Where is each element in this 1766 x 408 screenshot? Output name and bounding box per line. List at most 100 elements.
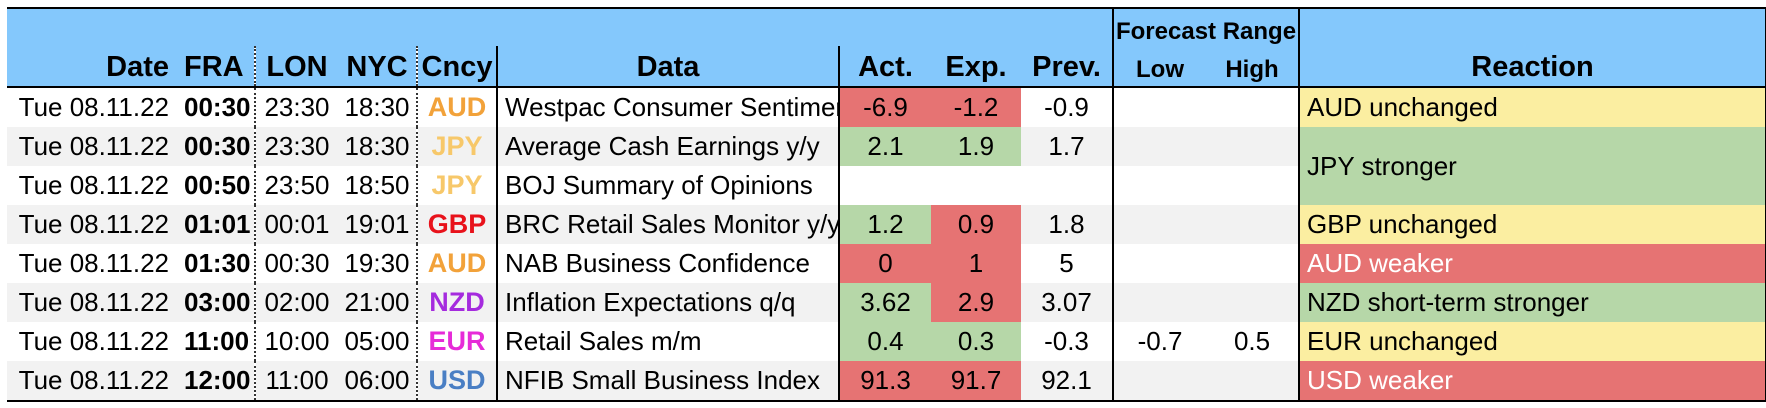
header-date[interactable]: Date — [7, 46, 177, 88]
cell-fra[interactable]: 00:30 — [184, 92, 251, 122]
cell-currency[interactable]: GBP — [416, 205, 497, 244]
cell-previous[interactable]: 92.1 — [1021, 361, 1114, 402]
cell-fra[interactable]: 00:50 — [184, 170, 251, 200]
header-fra[interactable]: FRA — [177, 46, 255, 88]
cell-high[interactable] — [1206, 205, 1300, 244]
cell-actual[interactable]: 1.2 — [838, 205, 931, 244]
cell-high[interactable] — [1206, 87, 1299, 127]
cell-previous[interactable] — [1021, 166, 1113, 205]
cell-low[interactable] — [1112, 244, 1207, 283]
cell-date[interactable]: Tue 08.11.22 — [7, 361, 177, 402]
cell-actual[interactable]: 0 — [838, 244, 931, 283]
cell-currency[interactable]: EUR — [416, 322, 497, 361]
cell-high[interactable] — [1206, 244, 1299, 283]
cell-date[interactable]: Tue 08.11.22 — [18, 170, 169, 200]
cell-low[interactable]: -0.7 — [1112, 322, 1207, 361]
cell-currency[interactable]: AUD — [416, 87, 497, 127]
cell-lon[interactable]: 23:30 — [254, 127, 338, 166]
cell-fra[interactable]: 01:01 — [177, 205, 255, 244]
header-prev[interactable]: Prev. — [1021, 46, 1114, 88]
cell-lon[interactable]: 11:00 — [254, 361, 338, 402]
cell-fra[interactable]: 00:30 — [177, 127, 255, 166]
cell-data[interactable]: Westpac Consumer Sentiment — [496, 87, 839, 127]
cell-date[interactable]: Tue 08.11.22 — [18, 326, 169, 356]
cell-nyc[interactable]: 19:30 — [344, 248, 410, 278]
cell-actual[interactable]: 0.4 — [838, 322, 931, 361]
cell-nyc[interactable]: 19:01 — [338, 205, 417, 244]
cell-low[interactable] — [1112, 205, 1207, 244]
cell-lon[interactable]: 10:00 — [254, 322, 338, 361]
cell-low[interactable] — [1112, 283, 1207, 322]
cell-high[interactable]: 0.5 — [1233, 326, 1271, 356]
header-lon[interactable]: LON — [254, 46, 338, 88]
cell-expected[interactable]: -1.2 — [931, 87, 1021, 127]
cell-expected[interactable]: 2.9 — [931, 283, 1021, 322]
cell-expected[interactable]: 0.3 — [931, 322, 1021, 361]
cell-nyc[interactable]: 18:30 — [338, 127, 417, 166]
cell-high[interactable] — [1206, 166, 1299, 205]
cell-high[interactable] — [1206, 361, 1300, 402]
cell-nyc[interactable]: 06:00 — [338, 361, 417, 402]
header-reaction[interactable]: Reaction — [1298, 46, 1766, 88]
cell-previous[interactable]: 3.07 — [1021, 283, 1114, 322]
cell-previous[interactable]: -0.3 — [1044, 326, 1089, 356]
cell-date[interactable]: Tue 08.11.22 — [7, 127, 177, 166]
header-nyc[interactable]: NYC — [338, 46, 417, 88]
cell-data[interactable]: NAB Business Confidence — [496, 244, 839, 283]
cell-currency[interactable]: AUD — [416, 244, 497, 283]
cell-actual[interactable]: 91.3 — [838, 361, 931, 402]
cell-low[interactable] — [1112, 127, 1207, 166]
cell-data[interactable]: Inflation Expectations q/q — [496, 283, 839, 322]
header-exp[interactable]: Exp. — [931, 46, 1021, 88]
cell-fra[interactable]: 11:00 — [184, 326, 250, 356]
cell-reaction[interactable]: NZD short-term stronger — [1298, 283, 1766, 322]
cell-fra[interactable]: 01:30 — [184, 248, 251, 278]
cell-date[interactable]: Tue 08.11.22 — [7, 283, 177, 322]
header-low[interactable]: Low — [1112, 46, 1207, 88]
cell-low[interactable] — [1112, 87, 1207, 127]
cell-date[interactable]: Tue 08.11.22 — [18, 248, 169, 278]
cell-currency[interactable]: JPY — [416, 166, 497, 205]
cell-currency[interactable]: USD — [416, 361, 497, 402]
cell-expected[interactable]: 0.9 — [931, 205, 1021, 244]
cell-high[interactable] — [1206, 127, 1300, 166]
cell-date[interactable]: Tue 08.11.22 — [18, 92, 169, 122]
cell-previous[interactable]: -0.9 — [1044, 92, 1089, 122]
cell-reaction[interactable]: AUD unchanged — [1298, 87, 1766, 127]
cell-lon[interactable]: 02:00 — [254, 283, 338, 322]
cell-low[interactable] — [1112, 361, 1207, 402]
cell-data[interactable]: NFIB Small Business Index — [496, 361, 839, 402]
cell-previous[interactable]: 1.8 — [1021, 205, 1114, 244]
cell-expected[interactable]: 91.7 — [931, 361, 1021, 402]
cell-low[interactable] — [1112, 166, 1207, 205]
cell-reaction[interactable]: USD weaker — [1298, 361, 1766, 402]
cell-reaction[interactable]: GBP unchanged — [1298, 205, 1766, 244]
cell-data[interactable]: BOJ Summary of Opinions — [496, 166, 839, 205]
cell-currency[interactable]: JPY — [416, 127, 497, 166]
cell-high[interactable] — [1206, 283, 1300, 322]
header-data[interactable]: Data — [496, 46, 839, 88]
cell-currency[interactable]: NZD — [416, 283, 497, 322]
cell-expected[interactable] — [931, 166, 1021, 205]
cell-previous[interactable]: 5 — [1059, 248, 1074, 278]
forecast-range-header[interactable]: Forecast Range — [1112, 7, 1300, 46]
cell-lon[interactable]: 00:01 — [254, 205, 338, 244]
cell-actual[interactable]: 3.62 — [838, 283, 931, 322]
cell-nyc[interactable]: 05:00 — [344, 326, 410, 356]
cell-data[interactable]: Average Cash Earnings y/y — [496, 127, 839, 166]
cell-nyc[interactable]: 21:00 — [338, 283, 417, 322]
cell-data[interactable]: Retail Sales m/m — [496, 322, 839, 361]
cell-expected[interactable]: 1.9 — [931, 127, 1021, 166]
cell-lon[interactable]: 00:30 — [254, 244, 338, 283]
cell-fra[interactable]: 12:00 — [177, 361, 255, 402]
cell-actual[interactable]: -6.9 — [838, 87, 931, 127]
header-cncy[interactable]: Cncy — [416, 46, 497, 88]
cell-actual[interactable]: 2.1 — [838, 127, 931, 166]
cell-previous[interactable]: 1.7 — [1021, 127, 1114, 166]
cell-lon[interactable]: 23:30 — [254, 87, 338, 127]
cell-reaction[interactable]: AUD weaker — [1298, 244, 1766, 283]
cell-nyc[interactable]: 18:30 — [344, 92, 410, 122]
cell-reaction[interactable]: JPY stronger — [1298, 127, 1766, 205]
header-act[interactable]: Act. — [838, 46, 931, 88]
cell-nyc[interactable]: 18:50 — [344, 170, 410, 200]
